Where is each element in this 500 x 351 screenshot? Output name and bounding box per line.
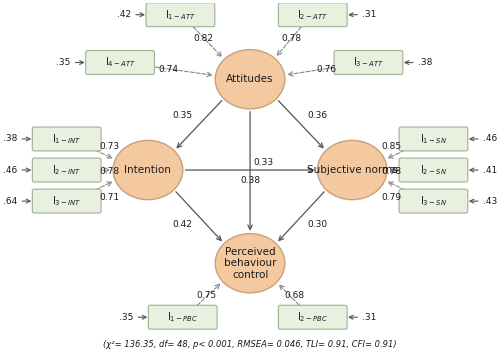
FancyBboxPatch shape bbox=[278, 305, 347, 329]
Text: I$_{2-INT}$: I$_{2-INT}$ bbox=[52, 163, 82, 177]
Text: .64: .64 bbox=[2, 197, 17, 206]
Text: I$_{1-SN}$: I$_{1-SN}$ bbox=[420, 132, 447, 146]
Text: .38: .38 bbox=[418, 58, 432, 67]
Ellipse shape bbox=[215, 49, 285, 109]
Text: 0.82: 0.82 bbox=[194, 34, 214, 43]
FancyBboxPatch shape bbox=[32, 127, 101, 151]
Ellipse shape bbox=[318, 140, 387, 200]
Text: 0.73: 0.73 bbox=[100, 142, 119, 151]
Text: .43: .43 bbox=[483, 197, 498, 206]
Text: .31: .31 bbox=[362, 313, 377, 322]
Text: I$_{3-ATT}$: I$_{3-ATT}$ bbox=[353, 55, 384, 69]
Text: 0.78: 0.78 bbox=[282, 34, 302, 43]
Text: .46: .46 bbox=[2, 166, 17, 174]
Text: 0.30: 0.30 bbox=[308, 220, 328, 230]
Text: Perceived
behaviour
control: Perceived behaviour control bbox=[224, 247, 276, 280]
Text: 0.35: 0.35 bbox=[172, 111, 193, 120]
Text: 0.71: 0.71 bbox=[100, 193, 119, 202]
Text: 0.78: 0.78 bbox=[382, 167, 402, 177]
Text: I$_{4-ATT}$: I$_{4-ATT}$ bbox=[104, 55, 136, 69]
Text: 0.79: 0.79 bbox=[382, 193, 402, 202]
Ellipse shape bbox=[113, 140, 182, 200]
FancyBboxPatch shape bbox=[278, 3, 347, 27]
Text: .31: .31 bbox=[362, 10, 377, 19]
FancyBboxPatch shape bbox=[148, 305, 217, 329]
Text: I$_{1-PBC}$: I$_{1-PBC}$ bbox=[167, 310, 198, 324]
Text: I$_{3-INT}$: I$_{3-INT}$ bbox=[52, 194, 82, 208]
Text: 0.42: 0.42 bbox=[173, 220, 193, 230]
Text: Subjective norms: Subjective norms bbox=[307, 165, 398, 175]
FancyBboxPatch shape bbox=[86, 51, 154, 74]
Text: .46: .46 bbox=[483, 134, 498, 144]
FancyBboxPatch shape bbox=[399, 127, 468, 151]
Text: 0.36: 0.36 bbox=[308, 111, 328, 120]
Text: .35: .35 bbox=[56, 58, 70, 67]
Text: 0.68: 0.68 bbox=[284, 291, 304, 300]
FancyBboxPatch shape bbox=[399, 158, 468, 182]
Text: I$_{1-INT}$: I$_{1-INT}$ bbox=[52, 132, 82, 146]
FancyBboxPatch shape bbox=[146, 3, 215, 27]
Text: .41: .41 bbox=[483, 166, 498, 174]
Ellipse shape bbox=[215, 234, 285, 293]
Text: 0.78: 0.78 bbox=[100, 167, 119, 177]
Text: Attitudes: Attitudes bbox=[226, 74, 274, 84]
Text: I$_{2-ATT}$: I$_{2-ATT}$ bbox=[297, 8, 328, 22]
Text: 0.85: 0.85 bbox=[382, 142, 402, 151]
Text: I$_{3-SN}$: I$_{3-SN}$ bbox=[420, 194, 447, 208]
Text: 0.76: 0.76 bbox=[316, 65, 336, 74]
Text: I$_{2-PBC}$: I$_{2-PBC}$ bbox=[297, 310, 328, 324]
Text: .38: .38 bbox=[2, 134, 17, 144]
FancyBboxPatch shape bbox=[334, 51, 403, 74]
FancyBboxPatch shape bbox=[32, 158, 101, 182]
Text: 0.33: 0.33 bbox=[253, 158, 273, 167]
FancyBboxPatch shape bbox=[399, 189, 468, 213]
FancyBboxPatch shape bbox=[32, 189, 101, 213]
Text: 0.75: 0.75 bbox=[196, 291, 216, 300]
Text: 0.74: 0.74 bbox=[159, 65, 179, 74]
Text: I$_{1-ATT}$: I$_{1-ATT}$ bbox=[165, 8, 196, 22]
Text: .42: .42 bbox=[116, 10, 130, 19]
Text: I$_{2-SN}$: I$_{2-SN}$ bbox=[420, 163, 447, 177]
Text: 0.38: 0.38 bbox=[240, 176, 260, 185]
Text: (χ²= 136.35, df= 48, p< 0.001, RMSEA= 0.046, TLI= 0.91, CFI= 0.91): (χ²= 136.35, df= 48, p< 0.001, RMSEA= 0.… bbox=[104, 340, 397, 349]
Text: .35: .35 bbox=[118, 313, 133, 322]
Text: Intention: Intention bbox=[124, 165, 172, 175]
